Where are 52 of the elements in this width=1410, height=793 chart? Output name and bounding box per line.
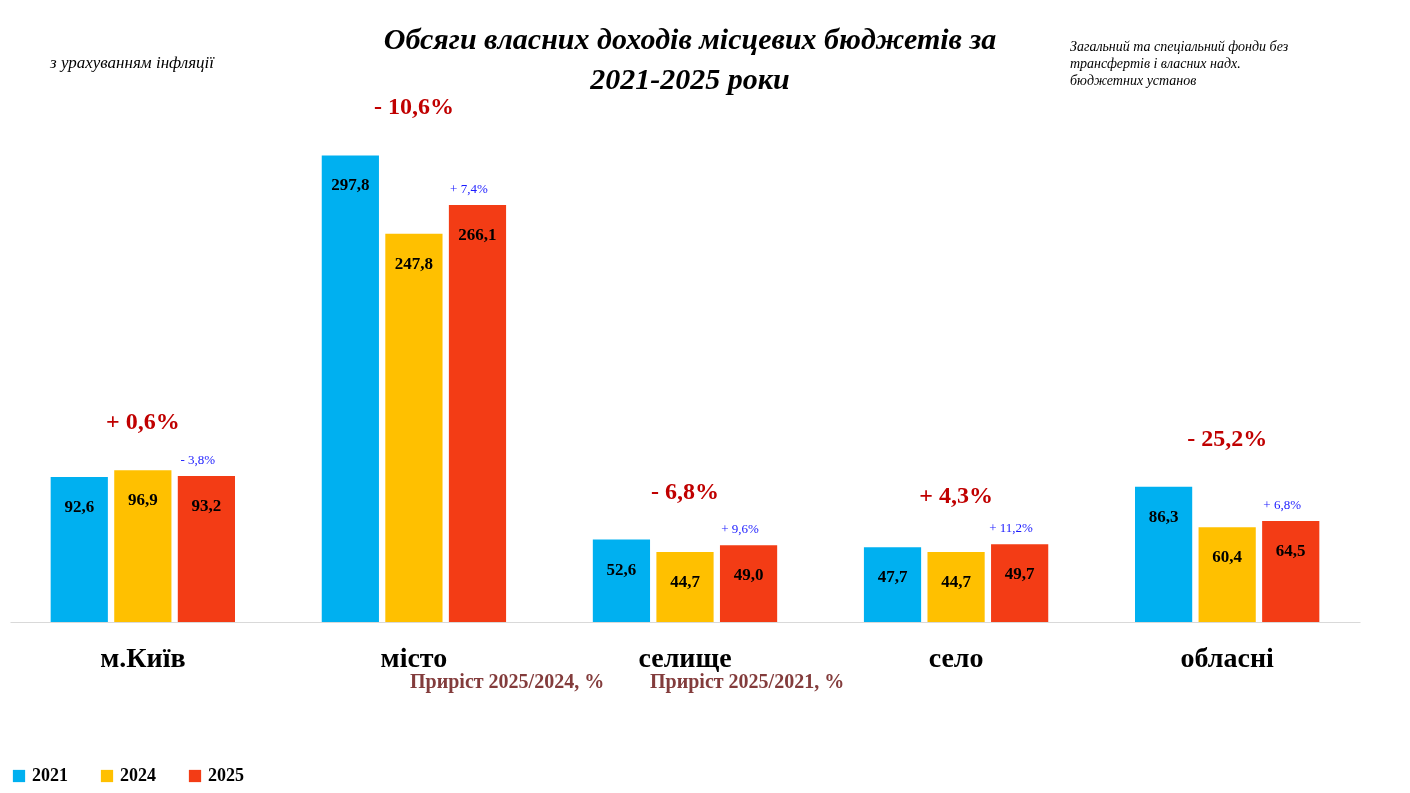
data-label: 44,7 [941, 571, 972, 591]
data-label: 60,4 [1212, 547, 1243, 567]
x-tick-label: місто [380, 641, 448, 673]
data-label: 266,1 [458, 225, 497, 245]
data-label: 93,2 [191, 495, 222, 515]
chart-title: Обсяги власних доходів місцевих бюджетів за 2021-2025 роки [383, 22, 997, 95]
bar [719, 545, 778, 622]
data-label: 86,3 [1148, 506, 1179, 526]
legend-label: 2024 [120, 765, 156, 785]
text: з урахуванням інфляції [49, 53, 216, 72]
bar [385, 233, 443, 622]
data-label: 44,7 [670, 571, 701, 591]
text: Приріст 2025/2024, % [410, 670, 605, 693]
text: Загальний та спеціальний фонди без трансфертів і власних надх. бюджетних установ [1070, 39, 1289, 88]
x-tick-label: селище [638, 641, 732, 673]
data-label: 47,7 [877, 567, 908, 587]
bar [656, 551, 714, 622]
bar [1262, 520, 1320, 622]
annotation: + 7,4% [450, 181, 488, 197]
data-label: 247,8 [394, 253, 434, 273]
annotation: - 25,2% [1187, 424, 1268, 451]
bar [114, 470, 172, 622]
bar [321, 155, 379, 622]
data-label: 96,9 [127, 490, 158, 510]
data-label: 64,5 [1275, 540, 1306, 560]
annotation: + 0,6% [105, 408, 180, 435]
bar [927, 551, 985, 622]
legend-label: 2021 [32, 765, 68, 785]
data-label: 52,6 [606, 559, 637, 579]
annotation: + 6,8% [1263, 496, 1302, 512]
bar [592, 539, 651, 622]
bar [991, 544, 1049, 622]
x-tick-label: село [928, 641, 984, 673]
annotation: - 6,8% [651, 477, 719, 504]
annotation: + 4,3% [919, 482, 993, 509]
bar [1198, 527, 1256, 622]
x-tick-label: обласні [1180, 641, 1275, 673]
legend-label: 2025 [208, 765, 244, 785]
bar [863, 547, 922, 622]
bar [177, 475, 235, 622]
data-label: 49,0 [733, 565, 764, 585]
annotation: - 3,8% [180, 451, 216, 467]
bar [50, 476, 108, 622]
data-label: 49,7 [1004, 564, 1036, 584]
data-label: 92,6 [64, 496, 95, 516]
bar [448, 205, 507, 622]
text: - 10,6% [373, 93, 454, 120]
bar [1135, 486, 1193, 622]
x-tick-label: м.Київ [100, 641, 186, 673]
annotation: + 9,6% [721, 521, 759, 537]
annotation: + 11,2% [989, 520, 1034, 536]
data-label: 297,8 [331, 175, 370, 195]
